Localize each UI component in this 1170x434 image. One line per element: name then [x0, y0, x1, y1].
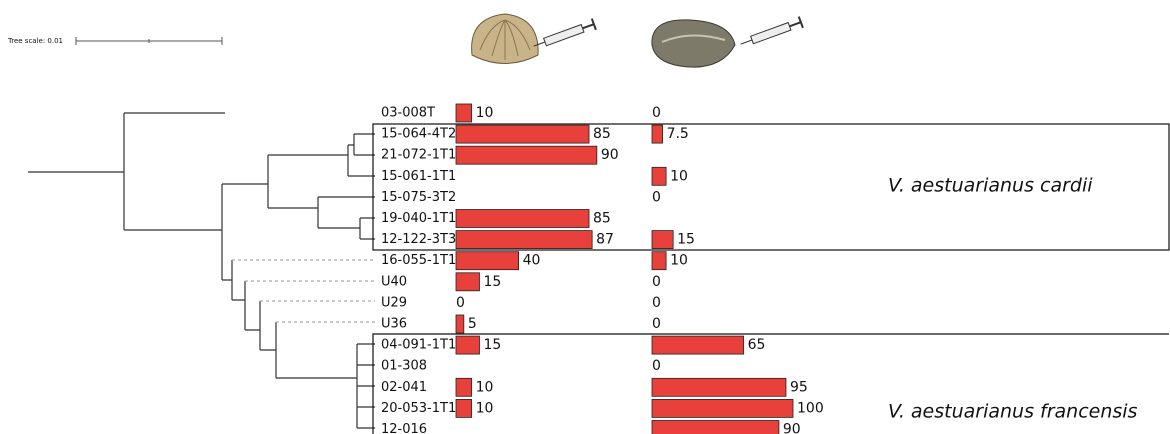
bar [651, 377, 787, 397]
strain-label: U40 [381, 274, 407, 289]
value-label: 7.5 [667, 126, 689, 142]
bar [455, 272, 480, 292]
strain-label: 12-016 [381, 422, 427, 434]
bar [455, 398, 473, 418]
strain-label: 19-040-1T1 [381, 211, 456, 226]
value-label: 65 [748, 337, 766, 353]
scale-bar [75, 37, 223, 45]
clade-box [372, 333, 1169, 434]
strain-label: 12-122-3T3 [381, 232, 456, 247]
bar [455, 314, 465, 334]
value-label: 0 [456, 295, 465, 311]
value-label: 85 [593, 211, 611, 227]
clade-box [372, 123, 1170, 251]
value-label: 0 [652, 189, 661, 205]
value-label: 0 [652, 274, 661, 290]
oyster-icon [651, 16, 804, 68]
clade-label: V. aestuarianus francensis [888, 401, 1138, 423]
strain-label: 21-072-1T1 [381, 148, 456, 163]
value-label: 40 [523, 253, 541, 269]
value-label: 0 [652, 316, 661, 332]
strain-label: 15-064-4T2 [381, 127, 456, 142]
value-label: 0 [652, 295, 661, 311]
value-label: 10 [476, 400, 494, 416]
value-label: 10 [476, 379, 494, 395]
strain-label: U36 [381, 317, 407, 332]
bar [651, 251, 667, 271]
bar [651, 335, 745, 355]
value-label: 0 [652, 105, 661, 121]
value-label: 87 [596, 232, 614, 248]
cockle-icon [471, 13, 597, 64]
bar [455, 209, 590, 228]
bar [455, 124, 590, 144]
value-label: 15 [677, 232, 695, 248]
bar [455, 377, 473, 397]
value-label: 90 [783, 422, 801, 434]
value-label: 0 [652, 358, 661, 374]
bar [651, 420, 780, 434]
tree-scale-label: Tree scale: 0.01 [7, 37, 63, 45]
phylogenetic-tree [28, 112, 375, 429]
bar [455, 230, 593, 250]
value-label: 5 [468, 316, 477, 332]
bar [651, 124, 663, 144]
value-label: 10 [670, 168, 688, 184]
value-label: 100 [797, 400, 824, 416]
bar [455, 145, 598, 165]
bar [455, 103, 473, 123]
strain-label: 02-041 [381, 380, 427, 395]
value-label: 10 [670, 253, 688, 269]
strain-label: U29 [381, 295, 407, 310]
bar [455, 251, 519, 271]
strain-label: 20-053-1T1 [381, 401, 456, 416]
strain-label: 01-308 [381, 359, 427, 374]
strain-label: 04-091-1T1 [381, 338, 456, 353]
bar [651, 398, 794, 418]
strain-label: 16-055-1T1 [381, 253, 456, 268]
value-label: 15 [483, 337, 501, 353]
value-label: 95 [790, 379, 808, 395]
bar [651, 230, 674, 250]
clade-label: V. aestuarianus cardii [888, 175, 1093, 197]
value-label: 85 [593, 126, 611, 142]
value-label: 90 [601, 147, 619, 163]
bar [651, 166, 667, 186]
bar [455, 335, 480, 355]
value-label: 10 [476, 105, 494, 121]
value-label: 15 [483, 274, 501, 290]
strain-label: 03-008T [381, 106, 435, 121]
strain-label: 15-075-3T2 [381, 190, 456, 205]
strain-label: 15-061-1T1 [381, 169, 456, 184]
